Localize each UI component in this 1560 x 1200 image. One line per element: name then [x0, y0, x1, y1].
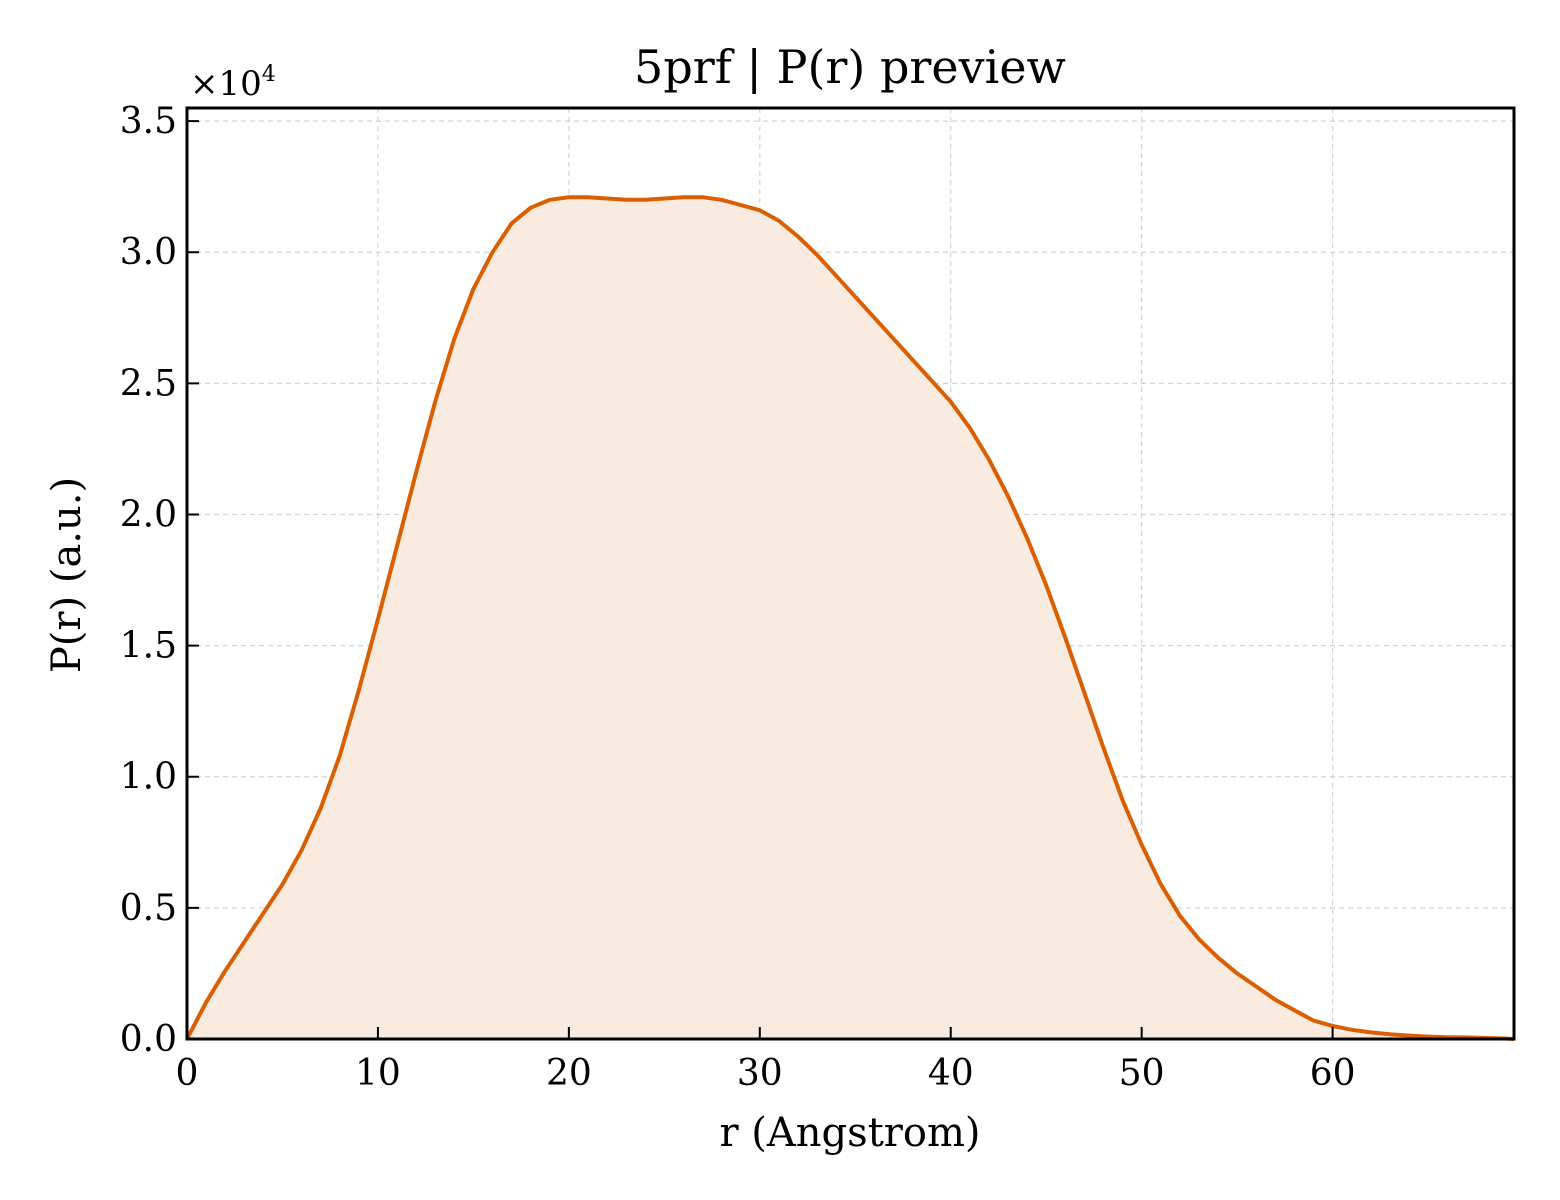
y-axis-label: P(r) (a.u.)	[44, 477, 90, 673]
x-tick-label: 20	[546, 1053, 592, 1094]
y-axis: 0.0 0.5 1.0 1.5 2.0 2.5 3.0 3.5	[120, 101, 199, 1060]
x-tick-label: 40	[928, 1053, 974, 1094]
x-tick-label: 30	[737, 1053, 783, 1094]
y-tick-label: 2.0	[120, 494, 177, 535]
x-tick-label: 10	[355, 1053, 401, 1094]
y-tick-label: 1.0	[120, 757, 177, 798]
y-offset-label: ×104	[190, 62, 276, 104]
x-axis-label: r (Angstrom)	[719, 1110, 980, 1156]
plot-frame	[185, 106, 1516, 1041]
y-tick-label: 3.0	[120, 232, 177, 273]
series-line	[185, 195, 1515, 1041]
y-tick-label: 2.5	[120, 363, 177, 404]
x-tick-label: 0	[176, 1053, 199, 1094]
x-tick-label: 50	[1119, 1053, 1165, 1094]
y-tick-label: 1.5	[120, 626, 177, 667]
y-tick-label: 3.5	[120, 101, 177, 142]
chart-title: 5prf | P(r) preview	[634, 40, 1066, 94]
x-tick-label: 60	[1310, 1053, 1356, 1094]
area-fill	[187, 197, 1514, 1039]
x-axis: 0 10 20 30 40 50 60	[176, 1027, 1356, 1094]
y-tick-label: 0.0	[120, 1019, 177, 1060]
y-tick-label: 0.5	[120, 888, 177, 929]
